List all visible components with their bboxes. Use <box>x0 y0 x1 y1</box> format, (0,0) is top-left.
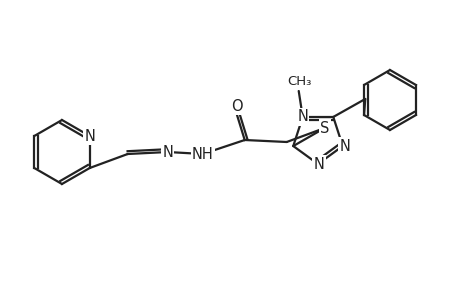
Text: NH: NH <box>191 146 213 161</box>
Text: N: N <box>84 128 95 143</box>
Text: CH₃: CH₃ <box>287 76 311 88</box>
Text: N: N <box>339 139 349 154</box>
Text: O: O <box>230 98 242 113</box>
Text: N: N <box>313 157 324 172</box>
Text: N: N <box>162 145 173 160</box>
Text: S: S <box>319 121 329 136</box>
Text: N: N <box>297 110 308 124</box>
